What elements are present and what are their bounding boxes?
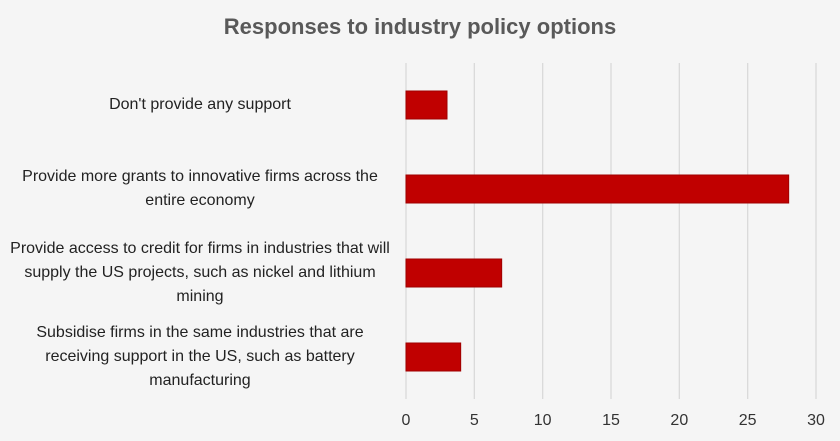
category-label: Provide access to credit for firms in in… [10,240,390,305]
bar-2 [405,258,503,288]
x-tick-label: 15 [602,412,620,429]
category-label: Subsidise firms in the same industries t… [36,324,364,389]
x-tick-label: 30 [807,412,825,429]
x-tick-label: 25 [739,412,757,429]
bar-3 [405,342,462,372]
bar-0 [405,90,448,120]
x-tick-label: 5 [470,412,479,429]
x-tick-label: 0 [402,412,411,429]
category-label: Provide more grants to innovative firms … [22,168,378,209]
x-tick-label: 20 [670,412,688,429]
category-label: Don't provide any support [109,96,291,113]
x-tick-label: 10 [534,412,552,429]
bar-1 [405,174,790,204]
chart-title: Responses to industry policy options [223,14,617,39]
